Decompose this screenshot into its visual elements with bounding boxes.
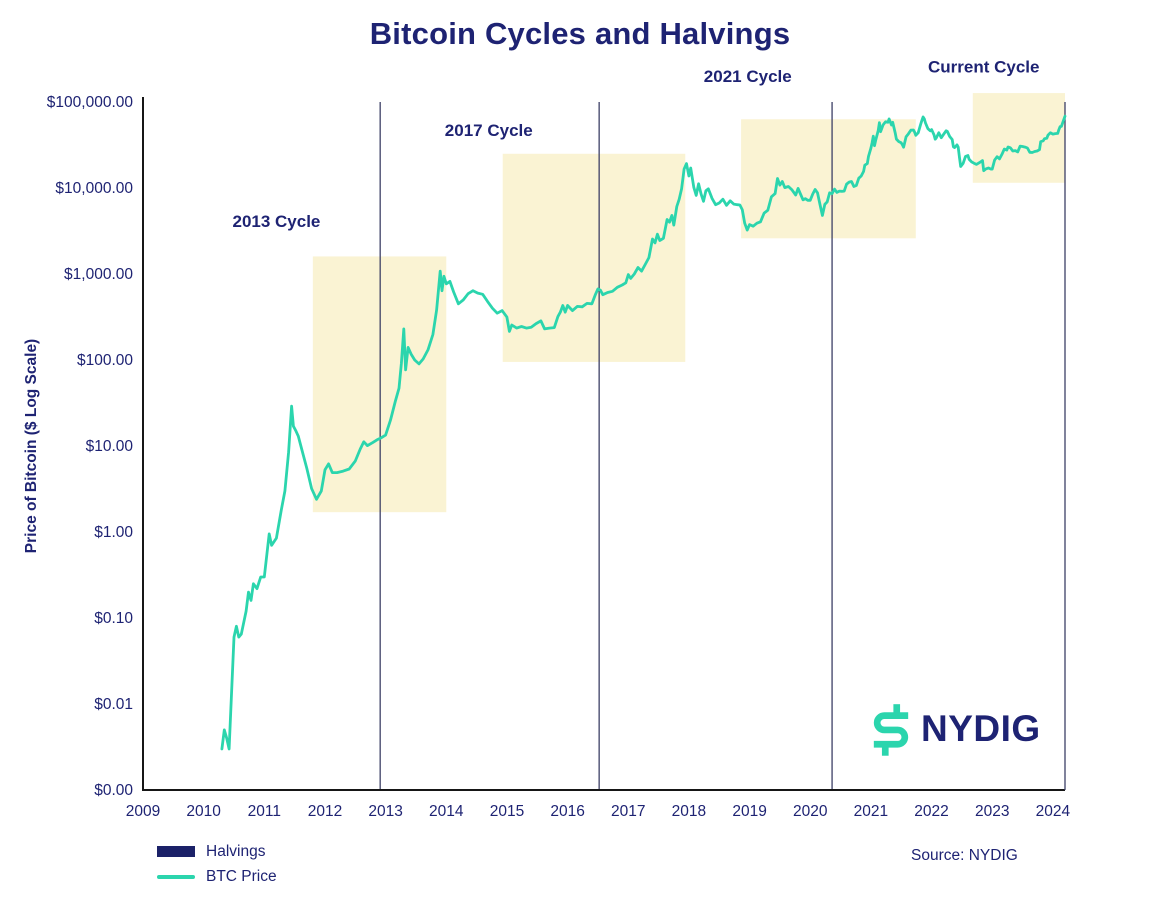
y-tick-label: $0.00 xyxy=(94,782,133,799)
halvings-swatch xyxy=(157,846,195,857)
cycle-label: 2017 Cycle xyxy=(445,121,533,140)
y-axis-ticks: $0.00 $0.01 $0.10 $1.00 $10.00 $100.00 $1,000.… xyxy=(47,94,134,799)
x-tick-label: 2024 xyxy=(1036,803,1071,820)
nydig-logo-icon xyxy=(873,704,909,756)
cycle-label: Current Cycle xyxy=(928,58,1039,77)
y-tick-label: $1.00 xyxy=(94,524,133,541)
x-tick-label: 2020 xyxy=(793,803,828,820)
x-tick-label: 2012 xyxy=(308,803,342,820)
legend-label-btc-price: BTC Price xyxy=(206,867,277,885)
x-axis-ticks: 2009 2010 2011 2012 2013 2014 2015 2016 2017 2018… xyxy=(126,803,1071,820)
cycle-label: 2021 Cycle xyxy=(704,67,792,86)
cycle-labels: 2013 Cycle 2017 Cycle 2021 Cycle Current Cy… xyxy=(232,58,1039,232)
chart-title: Bitcoin Cycles and Halvings xyxy=(369,16,791,51)
cycle-label: 2013 Cycle xyxy=(232,212,320,231)
x-tick-label: 2011 xyxy=(248,803,281,820)
chart-legend: Halvings BTC Price xyxy=(157,839,277,889)
y-tick-label: $0.10 xyxy=(94,610,133,627)
y-axis-title: Price of Bitcoin ($ Log Scale) xyxy=(23,339,40,553)
axes xyxy=(142,97,1066,791)
x-tick-label: 2023 xyxy=(975,803,1009,820)
x-tick-label: 2009 xyxy=(126,803,160,820)
x-tick-label: 2017 xyxy=(611,803,645,820)
cycle-band xyxy=(741,119,916,239)
nydig-logo-text: NYDIG xyxy=(921,708,1041,749)
y-tick-label: $100,000.00 xyxy=(47,94,134,111)
x-tick-label: 2018 xyxy=(672,803,706,820)
source-attribution: Source: NYDIG xyxy=(911,847,1018,864)
y-tick-label: $10,000.00 xyxy=(55,180,133,197)
cycle-bands xyxy=(312,93,1065,513)
y-tick-label: $100.00 xyxy=(77,352,133,369)
y-tick-label: $10.00 xyxy=(86,438,134,455)
x-tick-label: 2015 xyxy=(490,803,524,820)
x-tick-label: 2019 xyxy=(732,803,766,820)
x-tick-label: 2014 xyxy=(429,803,464,820)
x-tick-label: 2022 xyxy=(914,803,948,820)
y-tick-label: $1,000.00 xyxy=(64,266,133,283)
legend-item-btc-price: BTC Price xyxy=(157,864,277,889)
x-tick-label: 2016 xyxy=(550,803,584,820)
btc-price-line xyxy=(220,114,1067,751)
legend-label-halvings: Halvings xyxy=(206,842,266,860)
nydig-logo: NYDIG xyxy=(870,700,1041,758)
cycle-band xyxy=(502,153,686,362)
legend-item-halvings: Halvings xyxy=(157,839,277,864)
btc-price-swatch xyxy=(157,874,195,879)
price-series xyxy=(220,114,1067,751)
x-tick-label: 2010 xyxy=(186,803,221,820)
x-tick-label: 2021 xyxy=(854,803,888,820)
y-tick-label: $0.01 xyxy=(94,696,133,713)
x-tick-label: 2013 xyxy=(368,803,402,820)
halving-lines xyxy=(379,102,833,790)
